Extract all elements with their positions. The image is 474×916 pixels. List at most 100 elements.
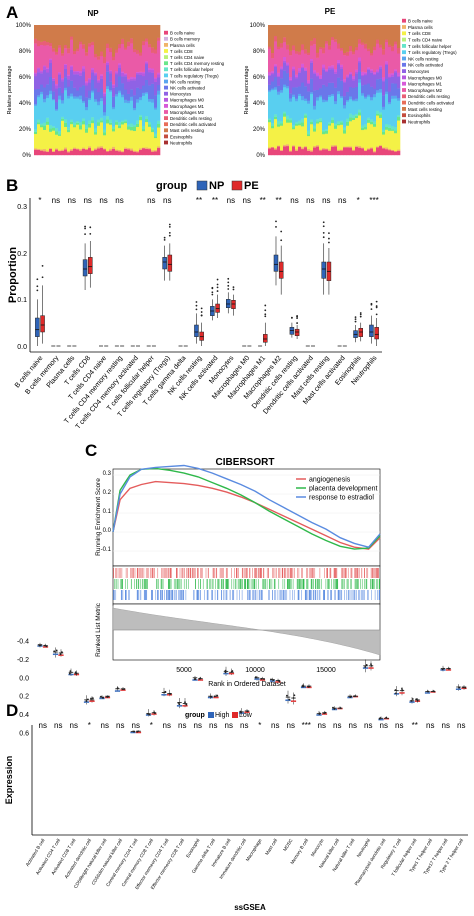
stacked-bar-segment bbox=[397, 100, 401, 116]
legend-swatch bbox=[402, 25, 406, 29]
stacked-bar-segment bbox=[136, 87, 140, 100]
box-point bbox=[395, 692, 397, 695]
stacked-bar-segment bbox=[130, 76, 134, 79]
stacked-bar-segment bbox=[385, 39, 389, 43]
significance-label: ns bbox=[68, 196, 76, 205]
box-outlier bbox=[322, 225, 325, 228]
stacked-bar-segment bbox=[319, 122, 323, 150]
d-legend-key-high bbox=[208, 712, 214, 718]
box-point bbox=[133, 730, 135, 733]
stacked-bar-segment bbox=[271, 125, 275, 129]
stacked-bar-segment bbox=[70, 25, 74, 37]
stacked-bar-segment bbox=[103, 56, 107, 64]
stacked-bar-segment bbox=[325, 149, 329, 156]
box-point bbox=[61, 651, 63, 654]
stacked-bar-segment bbox=[301, 148, 305, 156]
stacked-bar-segment bbox=[274, 116, 278, 120]
stacked-bar-segment bbox=[349, 146, 353, 148]
stacked-bar-segment bbox=[100, 25, 104, 52]
stacked-bar-segment bbox=[280, 66, 284, 69]
stacked-bar-segment bbox=[358, 82, 362, 110]
stacked-bar-segment bbox=[94, 149, 98, 156]
stacked-bar-segment bbox=[274, 41, 278, 65]
stacked-bar-segment bbox=[328, 122, 332, 124]
significance-label: ns bbox=[178, 721, 186, 730]
stacked-bar-segment bbox=[322, 69, 326, 85]
stacked-bar-segment bbox=[352, 114, 356, 119]
stacked-bar-segment bbox=[337, 150, 341, 156]
stacked-bar-segment bbox=[70, 65, 74, 67]
stacked-bar-segment bbox=[58, 74, 62, 88]
stacked-bar-segment bbox=[298, 146, 302, 156]
box-point bbox=[464, 686, 467, 689]
stacked-bar-segment bbox=[148, 47, 152, 69]
stacked-bar-segment bbox=[97, 119, 101, 123]
legend-swatch bbox=[164, 49, 168, 53]
stacked-bar-segment bbox=[67, 48, 71, 54]
box-point bbox=[427, 690, 430, 693]
stacked-bar-segment bbox=[367, 117, 371, 120]
stacked-bar-segment bbox=[379, 78, 383, 90]
stacked-bar-segment bbox=[34, 89, 38, 105]
stacked-bar-segment bbox=[109, 148, 113, 151]
stacked-bar-segment bbox=[289, 120, 293, 123]
stacked-bar-segment bbox=[70, 121, 74, 125]
stacked-bar-segment bbox=[382, 25, 386, 50]
stacked-bar-segment bbox=[37, 122, 41, 125]
stacked-bar-segment bbox=[130, 126, 134, 131]
stacked-bar-segment bbox=[61, 53, 65, 56]
stacked-bar-segment bbox=[292, 25, 296, 46]
stacked-bar-segment bbox=[121, 94, 125, 98]
stacked-bar-segment bbox=[298, 125, 302, 146]
stacked-bar-segment bbox=[382, 131, 386, 135]
stacked-bar-segment bbox=[292, 145, 296, 147]
stacked-bar-segment bbox=[121, 43, 125, 72]
stacked-bar-segment bbox=[100, 120, 104, 123]
stacked-bar-segment bbox=[301, 67, 305, 69]
stacked-bar-segment bbox=[346, 146, 350, 148]
stacked-bar-segment bbox=[382, 77, 386, 81]
stacked-bar-segment bbox=[352, 119, 356, 150]
significance-label: * bbox=[258, 721, 261, 730]
stacked-bar-segment bbox=[55, 51, 59, 55]
stacked-bar-segment bbox=[343, 147, 347, 156]
stacked-bar-segment bbox=[322, 47, 326, 54]
stacked-bar-segment bbox=[301, 122, 305, 127]
stacked-bar-segment bbox=[379, 44, 383, 48]
stacked-bar-segment bbox=[103, 25, 107, 57]
stacked-bar-segment bbox=[55, 83, 59, 86]
stacked-bar-segment bbox=[280, 123, 284, 126]
stacked-bar-segment bbox=[352, 75, 356, 79]
np-y-tick: 80% bbox=[19, 49, 32, 55]
box-outlier bbox=[227, 281, 230, 284]
stacked-bar-segment bbox=[88, 79, 92, 83]
stacked-bar-segment bbox=[310, 25, 314, 41]
box-body bbox=[368, 667, 374, 669]
stacked-bar-segment bbox=[52, 77, 56, 79]
stacked-bar-segment bbox=[82, 147, 86, 149]
stacked-bar-segment bbox=[55, 102, 59, 110]
stacked-bar-segment bbox=[145, 147, 149, 149]
stacked-bar-segment bbox=[157, 84, 161, 91]
stacked-bar-segment bbox=[373, 25, 377, 47]
b-y-tick: 0.0 bbox=[17, 344, 27, 351]
significance-label: ns bbox=[194, 721, 202, 730]
stacked-bar-segment bbox=[280, 150, 284, 156]
stacked-bar-segment bbox=[355, 115, 359, 119]
stacked-bar-segment bbox=[148, 121, 152, 125]
stacked-bar-segment bbox=[292, 87, 296, 95]
stacked-bar-segment bbox=[40, 150, 44, 156]
stacked-bar-segment bbox=[280, 25, 284, 44]
box-outlier bbox=[328, 241, 330, 244]
stacked-bar-segment bbox=[295, 53, 299, 75]
stacked-bar-segment bbox=[61, 55, 65, 79]
stacked-bar-segment bbox=[334, 101, 338, 105]
stacked-bar-segment bbox=[349, 96, 353, 100]
stacked-bar-segment bbox=[283, 70, 287, 85]
stacked-bar-segment bbox=[100, 88, 104, 99]
stacked-bar-segment bbox=[67, 25, 71, 49]
significance-label: ** bbox=[260, 196, 266, 205]
stacked-bar-segment bbox=[325, 70, 329, 73]
legend-swatch bbox=[402, 113, 406, 118]
legend-label: Neutrophils bbox=[170, 140, 193, 145]
